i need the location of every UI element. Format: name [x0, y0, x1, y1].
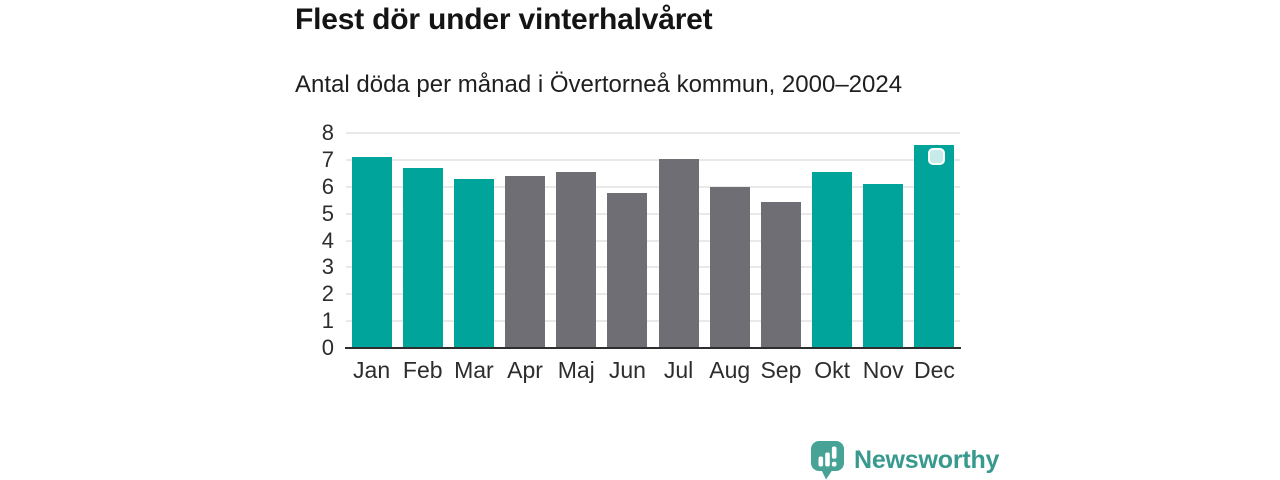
bar-jun[interactable] — [607, 193, 648, 348]
gridline — [346, 185, 960, 188]
y-tick-label: 7 — [321, 146, 334, 172]
x-tick-label: Apr — [507, 357, 543, 383]
y-tick-label: 6 — [321, 173, 334, 199]
bar-jul[interactable] — [658, 158, 699, 348]
gridline — [346, 239, 960, 242]
bar-dec[interactable] — [914, 145, 955, 348]
x-tick-label: Nov — [862, 357, 904, 383]
bar-maj[interactable] — [556, 171, 597, 348]
newsworthy-logo-text: Newsworthy — [854, 445, 1000, 474]
x-tick-label: Dec — [913, 357, 955, 383]
newsworthy-logo-icon — [811, 441, 844, 480]
bar-sep[interactable] — [760, 201, 801, 348]
bar-okt[interactable] — [812, 171, 853, 348]
gridline — [346, 158, 960, 161]
gridline — [346, 266, 960, 269]
x-tick-label: Aug — [709, 357, 751, 383]
x-tick-label: Maj — [557, 357, 595, 383]
gridline — [346, 320, 960, 323]
y-tick-label: 4 — [321, 227, 334, 253]
selection-handle[interactable] — [928, 148, 946, 166]
x-tick-label: Jun — [608, 357, 646, 383]
bar-feb[interactable] — [402, 167, 443, 348]
y-tick-label: 3 — [321, 254, 334, 280]
x-tick-label: Feb — [402, 357, 443, 383]
chart-subtitle: Antal döda per månad i Övertorneå kommun… — [295, 71, 903, 98]
gridline — [346, 212, 960, 215]
x-tick-label: Jan — [353, 357, 391, 383]
bar-apr[interactable] — [505, 176, 546, 348]
gridline — [346, 293, 960, 296]
y-tick-label: 8 — [321, 120, 334, 145]
x-tick-label: Okt — [814, 357, 850, 383]
bar-jan[interactable] — [351, 157, 392, 348]
chart-title: Flest dör under vinterhalvåret — [295, 3, 713, 36]
bar-nov[interactable] — [863, 184, 904, 348]
x-tick-label: Mar — [454, 357, 494, 383]
gridline — [346, 132, 960, 134]
y-tick-label: 1 — [321, 308, 334, 334]
y-tick-label: 0 — [321, 335, 334, 360]
y-tick-label: 2 — [321, 281, 334, 307]
y-tick-label: 5 — [321, 200, 334, 226]
x-tick-label: Sep — [760, 357, 802, 383]
bar-aug[interactable] — [709, 186, 750, 348]
x-axis-line — [345, 347, 961, 349]
bar-mar[interactable] — [453, 178, 494, 348]
newsworthy-logo[interactable]: Newsworthy — [810, 440, 999, 480]
x-tick-label: Jul — [663, 357, 694, 383]
